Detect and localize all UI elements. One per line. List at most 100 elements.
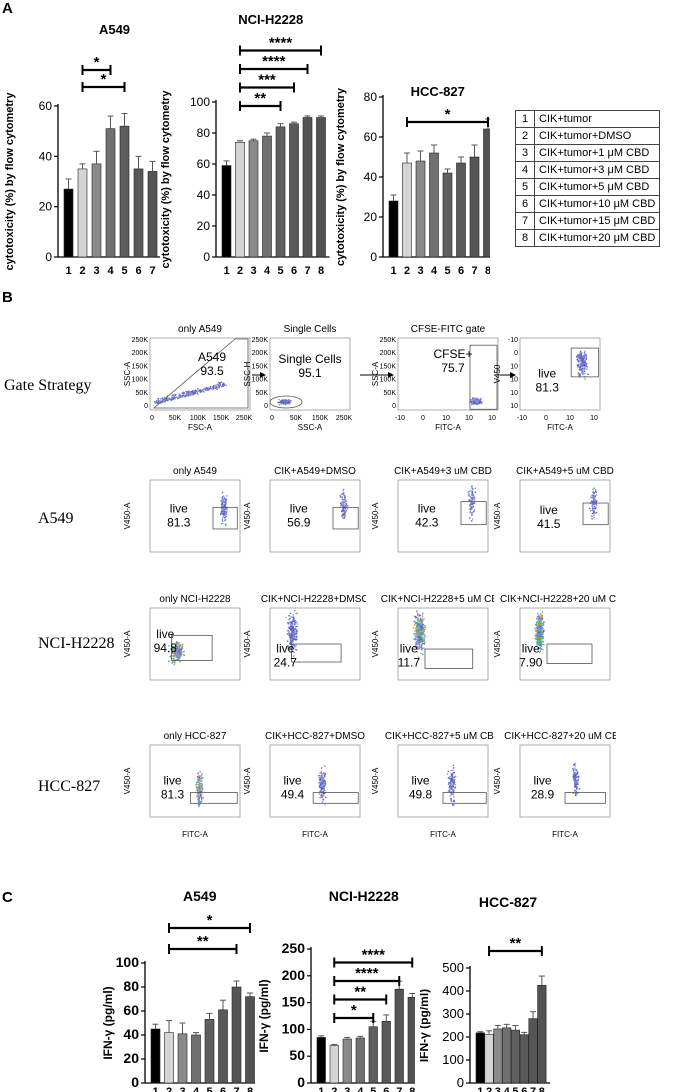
flow-dot [591, 518, 593, 520]
significance-label: ** [197, 933, 209, 950]
flow-dot [201, 784, 204, 786]
x-tick-label: 2 [404, 265, 410, 277]
flow-dot [418, 643, 421, 645]
flow-dot [422, 632, 425, 635]
flow-dot-cloud [412, 610, 427, 659]
flow-x-tick: -10 [517, 415, 527, 422]
flow-x-tick: 50K [169, 415, 182, 422]
flow-dot [595, 494, 598, 496]
chart-title: A549 [183, 888, 217, 904]
flow-dot [577, 779, 579, 781]
flow-dot [197, 772, 199, 774]
flow-dot [422, 640, 425, 643]
flow-dot [591, 500, 593, 503]
x-tick-label: 3 [93, 265, 99, 277]
flow-dot [284, 399, 287, 402]
flow-dot [416, 624, 418, 627]
bar [91, 163, 102, 258]
gate-percentage: 49.4 [281, 788, 305, 802]
gate-rect [332, 506, 359, 530]
flow-dot [318, 786, 321, 788]
flow-dot [421, 635, 423, 638]
flow-dot [421, 618, 423, 621]
x-tick-label: 6 [135, 265, 141, 277]
flow-dot [542, 622, 545, 624]
flow-dot [452, 785, 455, 788]
y-tick-label: 80 [123, 978, 139, 994]
y-tick-label: 300 [442, 1006, 464, 1021]
flow-dot [583, 364, 585, 366]
bar [342, 1038, 352, 1084]
flow-dot [289, 647, 292, 649]
bar [502, 1027, 512, 1084]
flow-dot [452, 769, 454, 771]
x-tick-label: 5 [370, 1086, 376, 1092]
bar [469, 156, 480, 258]
flow-dot [323, 783, 325, 785]
flow-dot [220, 503, 223, 506]
flow-dot [201, 776, 204, 779]
flow-dot [421, 621, 423, 624]
flow-dot [287, 648, 289, 650]
bar [221, 165, 232, 258]
x-tick-label: 4 [504, 1086, 511, 1092]
flow-dot [289, 632, 292, 635]
flow-dot [423, 634, 426, 636]
flow-dot [212, 388, 215, 390]
flow-dot [581, 371, 584, 373]
flow-dot [199, 391, 202, 394]
bar [329, 1045, 339, 1084]
legend-number: 4 [515, 161, 535, 179]
flow-dot [418, 614, 421, 616]
flow-dot [472, 503, 474, 505]
panel-letter-c: C [2, 889, 13, 906]
flow-dot [424, 641, 426, 643]
flow-dot [539, 619, 542, 622]
bar [164, 1032, 174, 1084]
flow-dot [593, 493, 595, 495]
bar [442, 172, 453, 258]
flow-dot [176, 655, 178, 658]
flow-dot [167, 398, 169, 401]
flow-dot [422, 619, 424, 622]
bar [248, 140, 259, 258]
gate-arrow [252, 372, 266, 378]
flow-dot [286, 402, 288, 405]
flow-dot [452, 796, 455, 798]
flow-dot [416, 636, 419, 639]
flow-dot [541, 643, 543, 646]
legend-number: 5 [515, 178, 535, 196]
flow-dot [340, 496, 342, 498]
flow-dot [321, 782, 324, 784]
gate-name: live [290, 501, 308, 515]
gate-percentage: 28.9 [531, 788, 555, 802]
flow-dot [421, 633, 424, 635]
flow-dot [475, 403, 478, 405]
flow-dot [346, 508, 349, 510]
flow-dot [415, 610, 418, 613]
panel-letter-b: B [2, 289, 13, 306]
x-tick-label: 6 [458, 265, 464, 277]
y-tick-label: 0 [45, 250, 52, 264]
flow-dot [538, 614, 540, 616]
flow-dot [288, 633, 290, 635]
legend-label: CIK+tumor+DMSO [533, 127, 661, 145]
flow-dot [583, 370, 586, 373]
significance-label: ** [354, 984, 366, 1001]
flow-plot-title: CFSE-FITC gate [411, 324, 486, 335]
flow-dot [589, 510, 592, 512]
flow-dot [416, 614, 419, 616]
flow-dot-cloud [219, 491, 228, 527]
flow-x-tick: 150K [213, 415, 230, 422]
flow-dot-cloud [277, 398, 292, 406]
flow-dot [173, 663, 176, 666]
x-tick-label: 2 [79, 265, 85, 277]
flow-dot [421, 648, 424, 650]
flow-dot [541, 618, 544, 620]
bar [245, 996, 255, 1084]
gate-name: A549 [198, 350, 226, 364]
flow-dot [209, 386, 212, 388]
x-tick-label: 4 [107, 265, 114, 277]
flow-dot [321, 776, 324, 778]
